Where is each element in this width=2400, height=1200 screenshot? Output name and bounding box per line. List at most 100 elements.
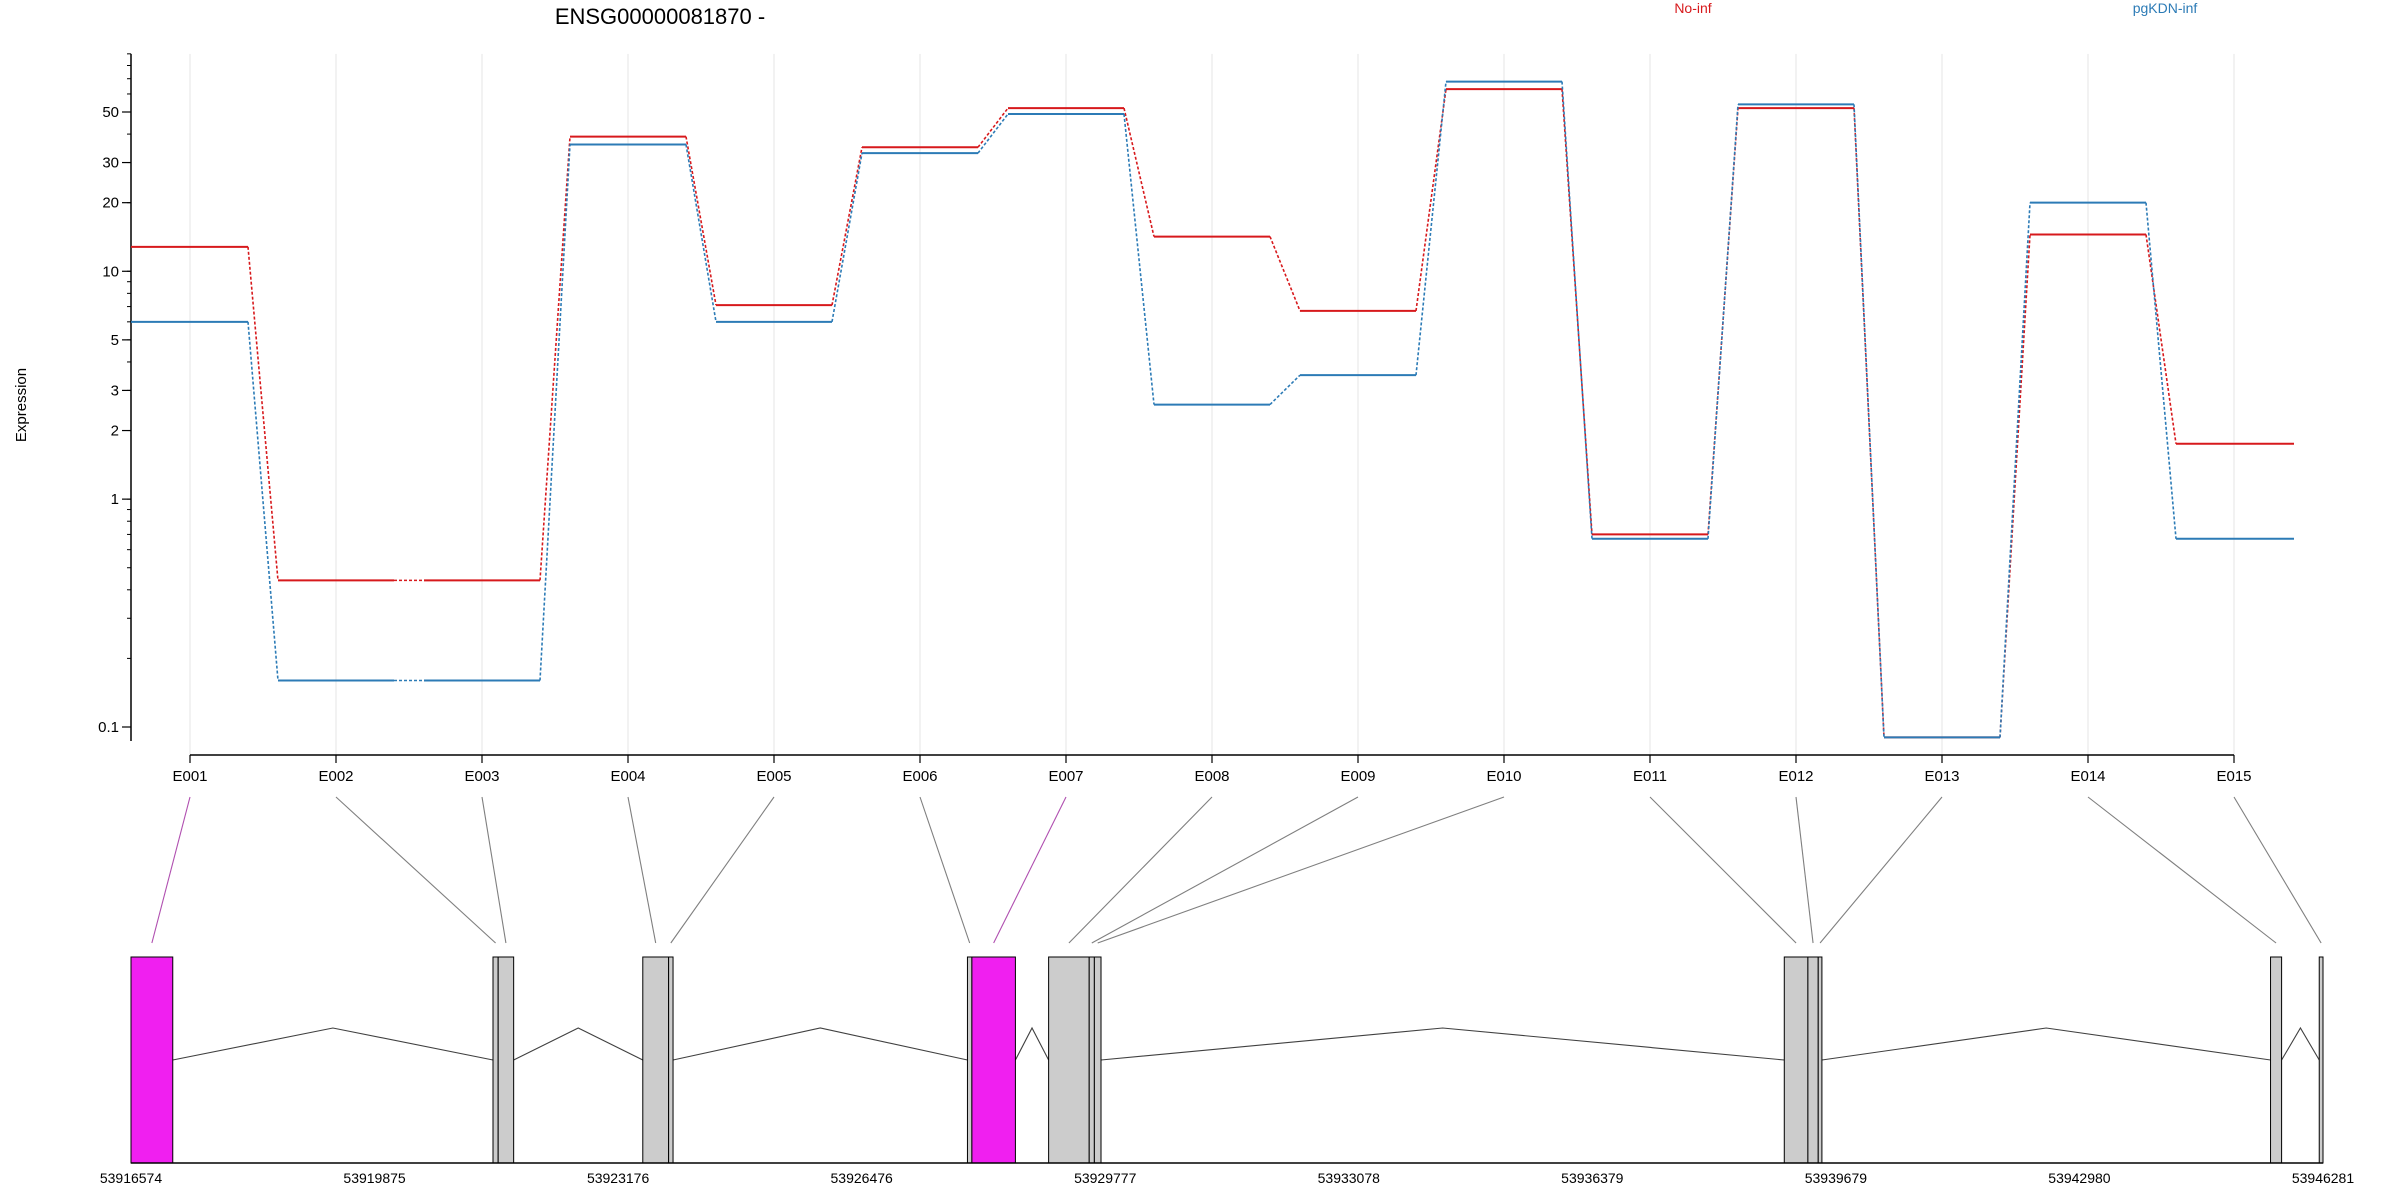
x-tick-label: E012 — [1778, 768, 1813, 785]
exon-box — [971, 956, 1016, 1164]
series-line — [131, 80, 2294, 739]
gene-model — [130, 956, 2324, 1164]
series-transition — [247, 321, 279, 681]
x-tick-label: E013 — [1924, 768, 1959, 785]
exon-box — [1783, 956, 1809, 1164]
genomic-tick-label: 53942980 — [2048, 1170, 2111, 1186]
x-axis: E001 E002 E003 E004 E005 E006 E007 E008 E009 E010… — [172, 754, 2252, 785]
exon-connector — [1819, 796, 1943, 944]
exon-box — [1048, 956, 1090, 1164]
x-tick-label: E010 — [1486, 768, 1521, 785]
y-tick-label: 30 — [102, 155, 119, 172]
series-transition — [1853, 104, 1885, 738]
y-tick-label: 3 — [111, 382, 119, 399]
chart-title: ENSG00000081870 - — [555, 4, 765, 29]
exon-connector — [993, 796, 1067, 944]
exon-connector — [2233, 796, 2322, 944]
series-transition — [977, 113, 1009, 154]
series-transition — [1707, 104, 1739, 539]
legend-no-inf: No-inf — [1674, 0, 1711, 16]
series-transition — [1999, 202, 2031, 738]
series-transition — [1415, 89, 1447, 312]
intron-line — [172, 1027, 494, 1061]
series-transition — [2145, 202, 2177, 539]
grid-lines — [189, 53, 2235, 755]
x-tick-label: E005 — [756, 768, 791, 785]
genomic-tick-label: 53939679 — [1805, 1170, 1868, 1186]
intron-line — [2281, 1026, 2320, 1061]
series-transition — [685, 144, 717, 322]
exon-box — [642, 956, 670, 1164]
intron-line — [513, 1027, 644, 1061]
series-transition — [1123, 107, 1155, 237]
exon-connector — [335, 796, 496, 944]
exon-box — [492, 956, 499, 1164]
series-transition — [1999, 234, 2031, 738]
exon-connector — [919, 796, 971, 944]
exon-box — [2318, 956, 2324, 1164]
intron-line — [1014, 1026, 1050, 1061]
series-transition — [539, 136, 571, 581]
x-tick-label: E002 — [318, 768, 353, 785]
exon-box — [1088, 956, 1095, 1164]
x-tick-label: E004 — [610, 768, 645, 785]
exon-connector — [670, 796, 775, 944]
exon-box — [1807, 956, 1819, 1164]
exon-connector — [1097, 796, 1505, 944]
series-transition — [1853, 108, 1885, 738]
genomic-tick-label: 53946281 — [2292, 1170, 2355, 1186]
exon-connector — [1091, 796, 1359, 944]
exon-connector — [2087, 796, 2277, 944]
x-tick-label: E015 — [2216, 768, 2251, 785]
series-transition — [1269, 374, 1301, 406]
genomic-tick-label: 53923176 — [587, 1170, 650, 1186]
series-transition — [831, 152, 863, 322]
genomic-tick-label: 53919875 — [343, 1170, 406, 1186]
genomic-tick-label: 53916574 — [100, 1170, 163, 1186]
exon-connector — [1649, 796, 1797, 944]
series-transition — [1561, 81, 1593, 539]
series-line — [131, 88, 2294, 739]
intron-line — [672, 1027, 968, 1061]
intron-line — [1100, 1027, 1785, 1061]
y-axis-label: Expression — [13, 368, 30, 442]
y-tick-label: 50 — [102, 104, 119, 121]
x-tick-label: E007 — [1048, 768, 1083, 785]
genomic-axis: 53916574 53919875 53923176 53926476 53929777… — [100, 1162, 2355, 1186]
exon-connectors — [151, 796, 2322, 944]
y-tick-label: 10 — [102, 263, 119, 280]
exon-box — [668, 956, 674, 1164]
y-axis: 0.1 1 2 3 5 10 20 30 50 — [98, 53, 132, 741]
exon-connector — [627, 796, 657, 944]
series-transition — [1415, 81, 1447, 376]
x-tick-label: E006 — [902, 768, 937, 785]
x-tick-label: E003 — [464, 768, 499, 785]
series-transition — [539, 144, 571, 681]
series-transition — [1123, 113, 1155, 405]
legend-pgkdn-inf: pgKDN-inf — [2133, 0, 2198, 16]
exon-box — [1093, 956, 1102, 1164]
y-tick-label: 20 — [102, 195, 119, 212]
y-tick-label: 1 — [111, 491, 119, 508]
y-tick-label: 2 — [111, 423, 119, 440]
genomic-tick-label: 53926476 — [831, 1170, 894, 1186]
x-tick-label: E009 — [1340, 768, 1375, 785]
y-tick-label: 5 — [111, 332, 119, 349]
exon-connector — [151, 796, 191, 944]
series-transition — [831, 147, 863, 306]
exon-connector — [1068, 796, 1213, 944]
x-tick-label: E008 — [1194, 768, 1229, 785]
series-transition — [977, 107, 1009, 148]
series-transition — [2145, 234, 2177, 444]
series-transition — [1269, 236, 1301, 312]
x-tick-label: E011 — [1633, 768, 1667, 785]
series-transition — [1561, 89, 1593, 535]
exon-connector — [481, 796, 507, 944]
series-transition — [247, 246, 279, 581]
intron-line — [1821, 1027, 2271, 1061]
genomic-tick-label: 53929777 — [1074, 1170, 1137, 1186]
exon-box — [2270, 956, 2283, 1164]
x-tick-label: E014 — [2070, 768, 2105, 785]
series-transition — [685, 136, 717, 306]
